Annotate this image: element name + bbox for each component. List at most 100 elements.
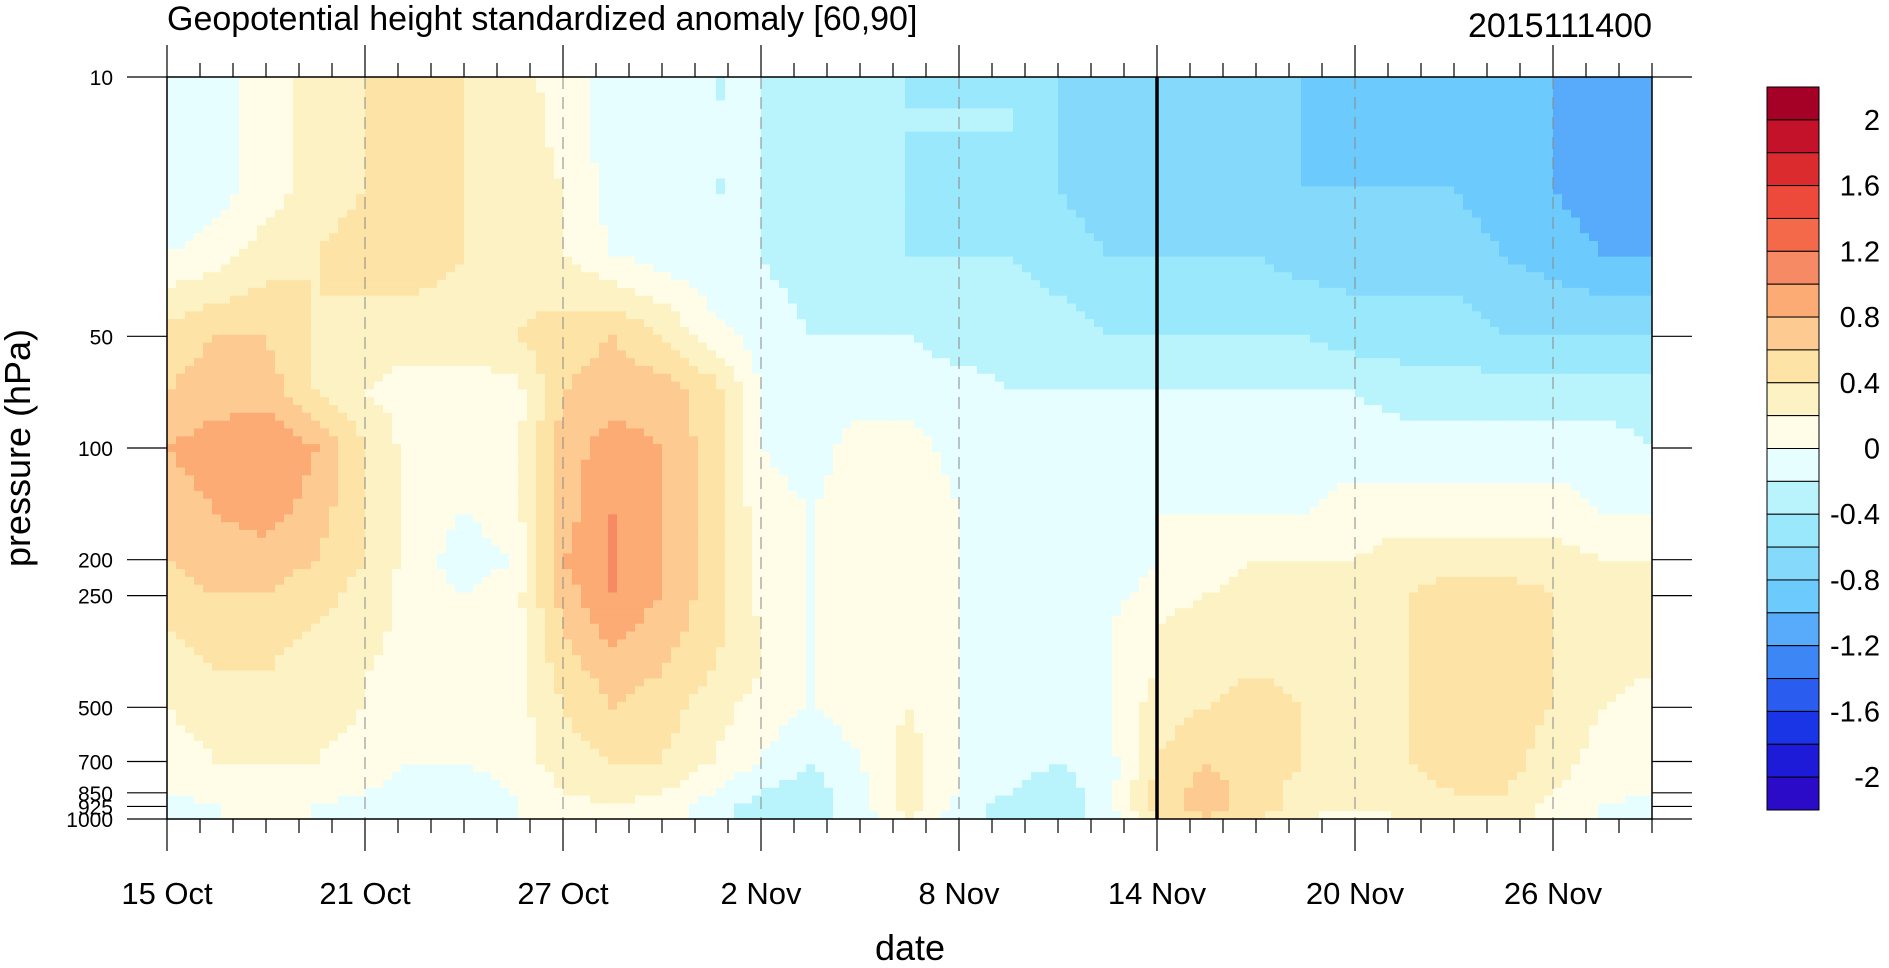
field-cell (302, 225, 312, 234)
field-cell (1616, 116, 1626, 125)
field-cell (167, 311, 177, 320)
field-cell (851, 233, 861, 242)
field-cell (860, 201, 870, 211)
field-cell (410, 233, 420, 242)
field-cell (1508, 170, 1518, 180)
field-cell (1265, 256, 1275, 266)
field-cell (1211, 225, 1221, 234)
field-cell (1445, 170, 1455, 180)
field-cell (572, 77, 582, 86)
field-cell (599, 84, 609, 94)
field-cell (266, 225, 276, 234)
field-cell (1355, 155, 1365, 164)
field-cell (1373, 147, 1383, 156)
field-cell (1454, 201, 1464, 211)
field-cell (950, 272, 960, 281)
field-cell (1454, 264, 1464, 273)
field-cell (1535, 209, 1545, 219)
field-cell (203, 233, 213, 242)
field-cell (1085, 280, 1095, 289)
field-cell (950, 108, 960, 117)
field-cell (509, 303, 519, 312)
field-cell (1175, 225, 1185, 234)
field-cell (1643, 139, 1652, 148)
field-cell (833, 139, 843, 148)
field-cell (626, 201, 636, 211)
field-cell (437, 201, 447, 211)
anomaly-field (167, 77, 1652, 819)
field-cell (959, 256, 969, 266)
field-cell (1580, 84, 1590, 94)
field-cell (941, 241, 951, 250)
field-cell (347, 303, 357, 312)
field-cell (968, 201, 978, 211)
field-cell (1454, 272, 1464, 281)
field-cell (662, 147, 672, 156)
field-cell (563, 303, 573, 312)
field-cell (302, 248, 312, 258)
field-cell (455, 272, 465, 281)
field-cell (635, 186, 645, 195)
field-cell (437, 108, 447, 117)
field-cell (248, 280, 258, 289)
field-cell (491, 194, 501, 203)
field-cell (554, 256, 564, 266)
field-cell (680, 287, 690, 297)
field-cell (230, 155, 240, 164)
field-cell (1400, 170, 1410, 180)
field-cell (1391, 194, 1401, 203)
field-cell (491, 147, 501, 156)
field-cell (446, 209, 456, 219)
field-cell (1382, 303, 1392, 312)
field-cell (410, 264, 420, 273)
field-cell (347, 131, 357, 141)
field-cell (896, 123, 906, 133)
field-cell (1355, 295, 1365, 305)
field-cell (1283, 123, 1293, 133)
field-cell (905, 84, 915, 94)
field-cell (734, 116, 744, 125)
field-cell (1346, 233, 1356, 242)
field-cell (383, 162, 393, 172)
field-cell (1031, 225, 1041, 234)
field-cell (1265, 131, 1275, 141)
field-cell (1571, 201, 1581, 211)
field-cell (1157, 186, 1167, 195)
field-cell (1040, 264, 1050, 273)
field-cell (1400, 116, 1410, 125)
field-cell (959, 116, 969, 125)
field-cell (1058, 100, 1068, 109)
field-cell (1553, 280, 1563, 289)
field-cell (779, 241, 789, 250)
field-cell (1022, 303, 1032, 312)
field-cell (1112, 162, 1122, 172)
field-cell (167, 100, 177, 109)
field-cell (869, 225, 879, 234)
field-cell (1031, 256, 1041, 266)
field-cell (1517, 178, 1527, 187)
field-cell (1031, 100, 1041, 109)
field-cell (788, 116, 798, 125)
field-cell (221, 217, 231, 226)
field-cell (1103, 194, 1113, 203)
field-cell (212, 209, 222, 219)
field-cell (914, 241, 924, 250)
field-cell (887, 170, 897, 180)
field-cell (311, 225, 321, 234)
field-cell (212, 100, 222, 109)
field-cell (626, 280, 636, 289)
field-cell (401, 139, 411, 148)
field-cell (284, 248, 294, 258)
field-cell (338, 295, 348, 305)
field-cell (1121, 162, 1131, 172)
field-cell (1589, 287, 1599, 297)
field-cell (707, 272, 717, 281)
field-cell (1319, 194, 1329, 203)
field-cell (1517, 295, 1527, 305)
field-cell (1166, 116, 1176, 125)
field-cell (1418, 100, 1428, 109)
field-cell (1121, 241, 1131, 250)
field-cell (887, 139, 897, 148)
field-cell (1085, 209, 1095, 219)
field-cell (986, 287, 996, 297)
